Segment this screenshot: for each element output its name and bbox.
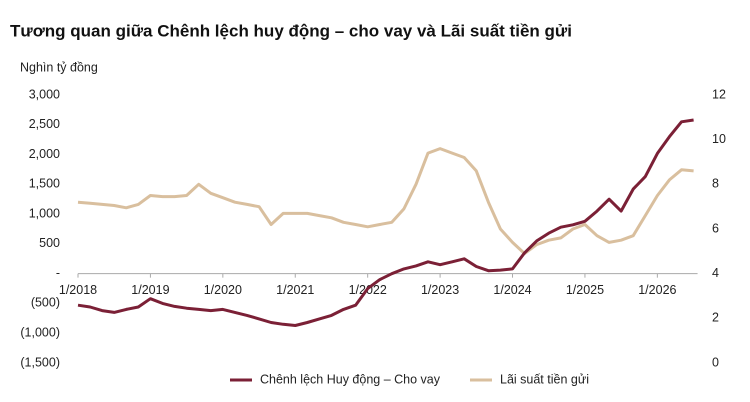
x-tick-label: 1/2024 <box>493 283 531 297</box>
y-tick-label: 2,500 <box>29 117 60 131</box>
x-tick-label: 1/2023 <box>421 283 459 297</box>
y2-tick-label: 12 <box>712 87 726 101</box>
y-axis-label: Nghìn tỷ đồng <box>20 60 98 74</box>
chart-title: Tương quan giữa Chênh lệch huy động – ch… <box>10 21 572 40</box>
y-tick-label: 1,000 <box>29 206 60 220</box>
x-tick-label: 1/2026 <box>638 283 676 297</box>
y-tick-label: (1,500) <box>20 355 60 369</box>
y2-tick-label: 6 <box>712 221 719 235</box>
y-tick-label: (500) <box>31 296 60 310</box>
y2-tick-label: 8 <box>712 177 719 191</box>
x-tick-label: 1/2020 <box>204 283 242 297</box>
x-tick-label: 1/2021 <box>276 283 314 297</box>
y2-tick-label: 2 <box>712 311 719 325</box>
y2-tick-label: 0 <box>712 355 719 369</box>
y-tick-label: 500 <box>39 236 60 250</box>
y-tick-label: (1,000) <box>20 326 60 340</box>
y-tick-label: 2,000 <box>29 147 60 161</box>
y-tick-label: - <box>56 266 60 280</box>
x-tick-label: 1/2019 <box>131 283 169 297</box>
x-tick-label: 1/2018 <box>59 283 97 297</box>
y2-tick-label: 10 <box>712 132 726 146</box>
y2-tick-label: 4 <box>712 266 719 280</box>
series-line <box>77 118 694 327</box>
x-tick-label: 1/2025 <box>566 283 604 297</box>
legend-label: Lãi suất tiền gửi <box>500 372 589 386</box>
y-tick-label: 1,500 <box>29 177 60 191</box>
y-tick-label: 3,000 <box>29 87 60 101</box>
series-line <box>77 147 694 256</box>
legend-label: Chênh lệch Huy động – Cho vay <box>260 372 441 386</box>
